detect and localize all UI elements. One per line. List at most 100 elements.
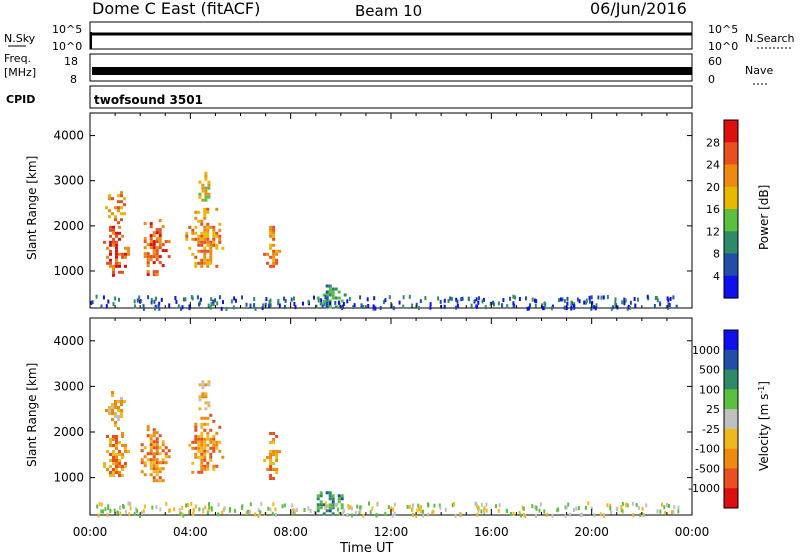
echo-cell [328, 497, 332, 501]
scatter-cell [473, 299, 476, 304]
x-axis-label: Time UT [339, 541, 393, 554]
scatter-cell [204, 505, 207, 510]
echo-cell [206, 243, 210, 247]
echo-cell [111, 403, 114, 406]
echo-cell [212, 234, 216, 238]
scatter-cell [183, 297, 186, 302]
echo-cell [215, 446, 219, 450]
echo-cell [275, 261, 279, 265]
echo-cell [167, 255, 171, 259]
echo-cell [111, 391, 114, 394]
echo-cell [121, 234, 124, 238]
echo-cell [340, 506, 344, 510]
echo-cell [106, 468, 109, 471]
colorbar-segment [724, 468, 738, 489]
echo-cell [124, 447, 127, 450]
freq-left-label-2: [MHz] [4, 66, 36, 79]
echo-cell [191, 461, 195, 465]
echo-cell [158, 234, 162, 238]
echo-cell [118, 261, 121, 265]
scatter-cell [408, 504, 411, 509]
echo-cell [218, 222, 222, 226]
scatter-cell [184, 297, 187, 302]
echo-cell [121, 252, 124, 256]
scatter-cell [573, 304, 575, 308]
echo-cell [149, 440, 153, 444]
echo-cell [185, 237, 189, 241]
echo-cell [149, 473, 153, 477]
echo-cell [149, 243, 153, 247]
scatter-cell [210, 302, 213, 307]
scatter-cell [369, 510, 372, 515]
echo-cell [108, 412, 111, 415]
scatter-cell [208, 502, 210, 507]
scatter-cell [324, 505, 327, 510]
scatter-cell [283, 304, 286, 309]
echo-cell [206, 449, 210, 453]
echo-cell [197, 443, 201, 447]
echo-cell [108, 406, 111, 409]
scatter-cell [443, 304, 446, 309]
scatter-cell [415, 514, 418, 518]
colorbar-tick-label: 8 [713, 248, 720, 261]
echo-cell [204, 192, 208, 196]
echo-cell [109, 249, 112, 253]
echo-cell [334, 287, 338, 291]
scatter-cell [480, 502, 483, 507]
echo-cell [127, 249, 130, 253]
echo-cell [121, 255, 124, 259]
scatter-cell [100, 304, 103, 309]
echo-cell [197, 446, 201, 450]
scatter-cell [666, 503, 668, 507]
scatter-cell [234, 298, 237, 303]
echo-cell [200, 416, 204, 420]
echo-cell [204, 395, 208, 399]
echo-cell [118, 471, 121, 474]
velocity-y-ticks: 1000 2000 3000 4000 [53, 334, 692, 485]
echo-cell [149, 452, 153, 456]
scatter-cell [455, 297, 458, 302]
echo-cell [112, 435, 115, 438]
echo-cell [266, 456, 270, 459]
echo-cell [120, 191, 123, 195]
scatter-cell [565, 505, 568, 509]
echo-cell [331, 512, 335, 516]
echo-cell [212, 225, 216, 229]
echo-cell [121, 435, 124, 438]
scatter-cell [376, 501, 379, 506]
echo-cell [198, 395, 202, 399]
echo-cell [203, 216, 207, 220]
scatter-cell [313, 295, 315, 300]
scatter-cell [614, 303, 617, 308]
scatter-cell [510, 512, 512, 516]
scatter-cell [194, 504, 197, 509]
echo-cell [204, 407, 208, 411]
echo-cell [200, 470, 204, 474]
echo-cell [331, 497, 335, 501]
scatter-cell [502, 298, 505, 303]
echo-cell [111, 412, 114, 415]
echo-cell [198, 195, 202, 199]
echo-cell [272, 249, 276, 253]
echo-cell [209, 458, 213, 462]
echo-cell [203, 231, 207, 235]
scatter-cell [234, 508, 236, 513]
echo-cell [212, 434, 216, 438]
scatter-cell [259, 512, 262, 517]
echo-cell [203, 207, 207, 211]
scatter-cell [180, 511, 183, 516]
echo-cell [215, 264, 219, 268]
scatter-cell [520, 513, 523, 518]
scatter-cell [588, 295, 591, 300]
echo-cell [215, 231, 219, 235]
scatter-cell [424, 296, 427, 301]
scatter-cell [272, 502, 275, 507]
echo-region [103, 225, 130, 277]
echo-cell [200, 422, 204, 426]
echo-cell [120, 200, 123, 204]
echo-cell [194, 225, 198, 229]
scatter-cell [672, 295, 675, 300]
echo-cell [206, 422, 210, 426]
velocity-panel-frame [89, 317, 693, 516]
echo-cell [204, 189, 208, 193]
